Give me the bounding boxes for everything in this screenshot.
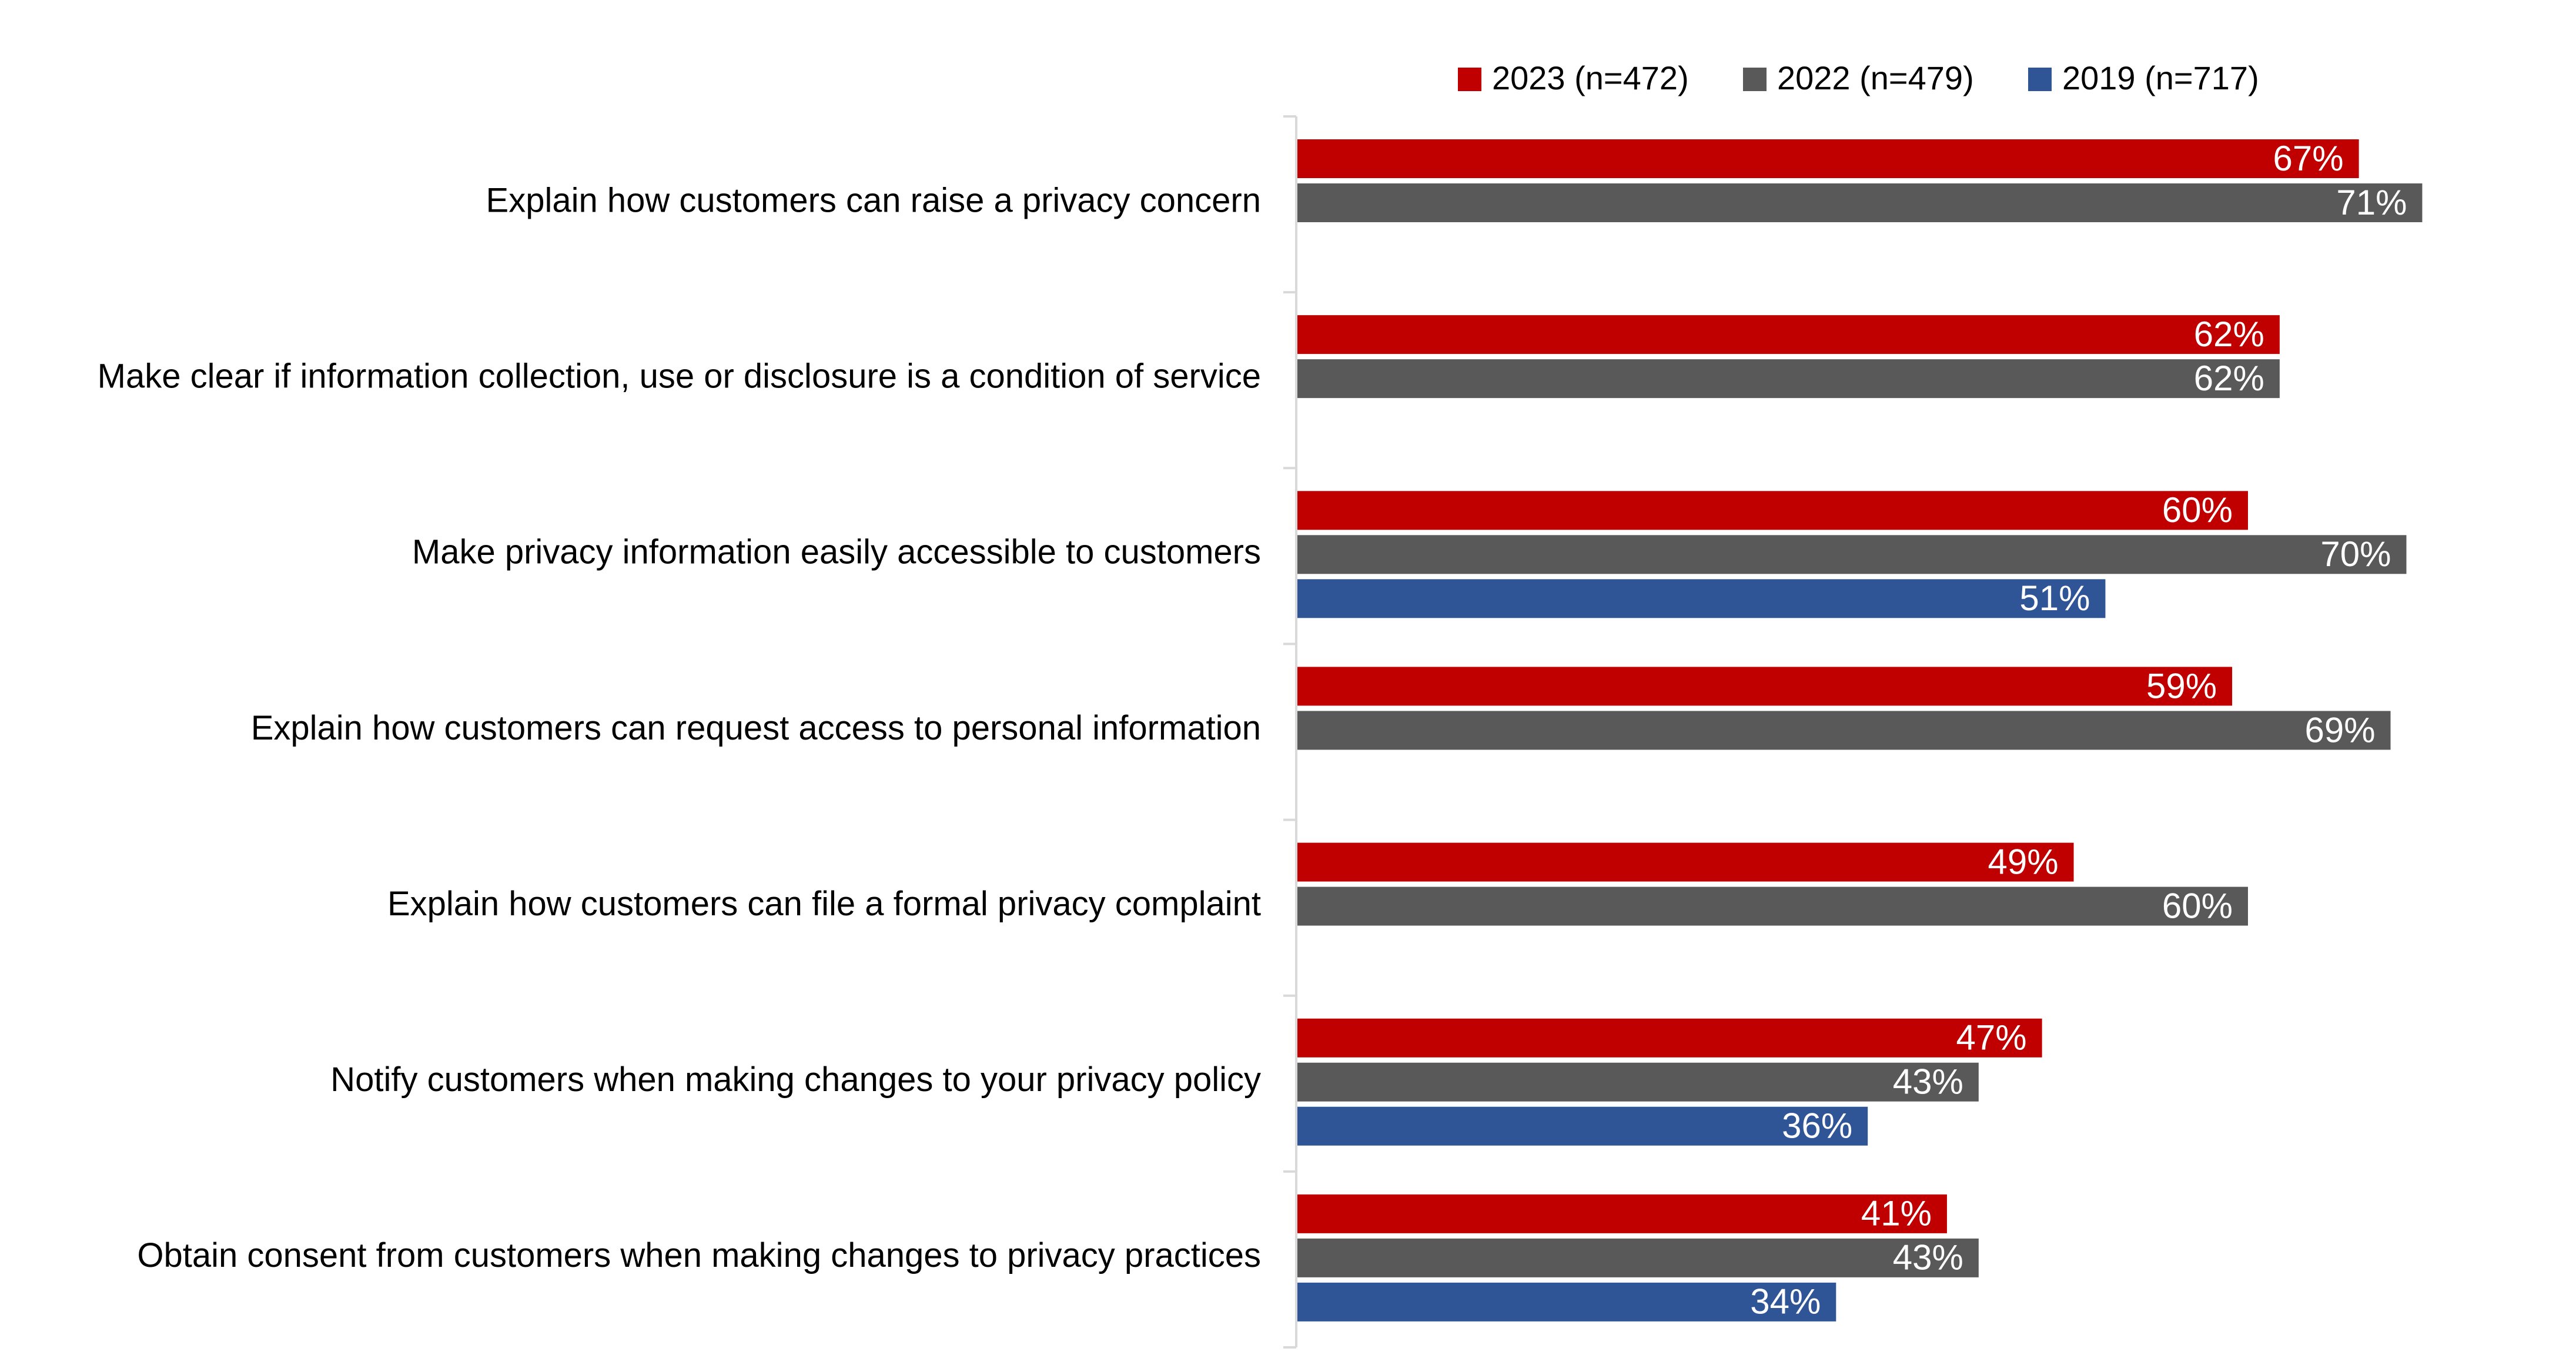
category-labels: Explain how customers can raise a privac… [98, 181, 1261, 1274]
category-axis-ticks [1283, 115, 1296, 1349]
bar-2022 [1297, 183, 2423, 222]
category-label: Obtain consent from customers when makin… [137, 1236, 1261, 1274]
category-label: Notify customers when making changes to … [330, 1060, 1261, 1099]
category-label: Explain how customers can raise a privac… [486, 181, 1261, 219]
data-label: 43% [1893, 1238, 1963, 1277]
legend-swatch [1458, 68, 1481, 91]
data-label: 62% [2194, 315, 2264, 354]
bar-2023 [1297, 491, 2248, 530]
data-label: 62% [2194, 359, 2264, 398]
value-labels: 67%71%62%62%60%70%51%59%69%49%60%47%43%3… [1750, 139, 2407, 1321]
bar-2023 [1297, 667, 2233, 706]
bar-2022 [1297, 886, 2248, 926]
bar-2023 [1297, 1018, 2042, 1058]
data-label: 69% [2304, 710, 2375, 750]
bar-2019 [1297, 579, 2106, 618]
bar-2022 [1297, 1238, 1979, 1277]
category-label: Make privacy information easily accessib… [412, 533, 1261, 571]
category-label: Explain how customers can file a formal … [387, 885, 1261, 923]
legend-swatch [2028, 68, 2052, 91]
bar-2023 [1297, 139, 2359, 178]
data-label: 60% [2162, 886, 2233, 925]
bars [1297, 139, 2423, 1321]
data-label: 47% [1956, 1018, 2027, 1058]
legend-label: 2022 (n=479) [1777, 59, 1974, 96]
bar-2022 [1297, 535, 2407, 574]
category-label: Make clear if information collection, us… [98, 357, 1261, 395]
chart-legend: 2023 (n=472) 2022 (n=479) 2019 (n=717) [1458, 59, 2259, 96]
bar-2022 [1297, 711, 2391, 750]
data-label: 49% [1988, 842, 2058, 881]
data-label: 43% [1893, 1062, 1963, 1102]
data-label: 59% [2146, 666, 2217, 705]
category-label: Explain how customers can request access… [251, 709, 1261, 747]
data-label: 51% [2019, 578, 2090, 618]
bar-2022 [1297, 359, 2280, 399]
data-label: 70% [2320, 534, 2391, 574]
legend-label: 2019 (n=717) [2062, 59, 2259, 96]
bar-2023 [1297, 842, 2074, 882]
data-label: 36% [1782, 1106, 1852, 1146]
bar-2019 [1297, 1282, 1836, 1321]
data-label: 41% [1861, 1194, 1932, 1233]
data-label: 71% [2336, 183, 2407, 222]
legend-label: 2023 (n=472) [1492, 59, 1689, 96]
bar-2023 [1297, 315, 2280, 354]
data-label: 34% [1750, 1282, 1821, 1321]
bar-2019 [1297, 1106, 1868, 1146]
data-label: 60% [2162, 490, 2233, 530]
bar-2023 [1297, 1194, 1947, 1233]
data-label: 67% [2273, 139, 2344, 178]
legend-swatch [1743, 68, 1767, 91]
bar-2022 [1297, 1062, 1979, 1102]
